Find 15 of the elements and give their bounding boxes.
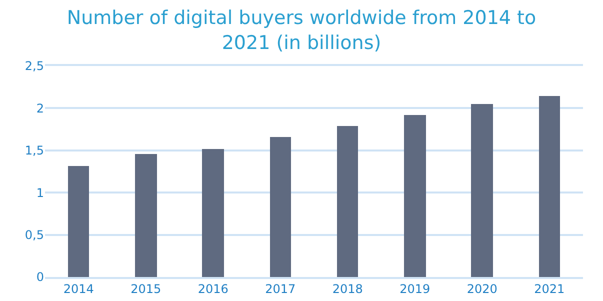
chart-title: Number of digital buyers worldwide from 2014 to 2021 (in billions) [66, 7, 536, 54]
x-tick-label: 2020 [466, 282, 498, 296]
x-tick-label: 2018 [332, 282, 363, 296]
y-tick-label: 2 [36, 101, 44, 116]
y-tick-label: 0 [36, 270, 44, 284]
y-tick-label: 2,5 [24, 59, 44, 74]
x-tick-label: 2014 [63, 282, 94, 296]
x-tick-label: 2017 [265, 282, 296, 296]
y-tick-label: 0,5 [24, 228, 44, 242]
x-tick-label: 2015 [130, 282, 162, 296]
x-tick-label: 2016 [198, 282, 228, 296]
y-tick-label: 1,5 [24, 144, 44, 158]
y-tick-label: 1 [36, 186, 44, 200]
x-tick-label: 2021 [534, 282, 565, 296]
x-tick-label: 2019 [400, 282, 430, 296]
